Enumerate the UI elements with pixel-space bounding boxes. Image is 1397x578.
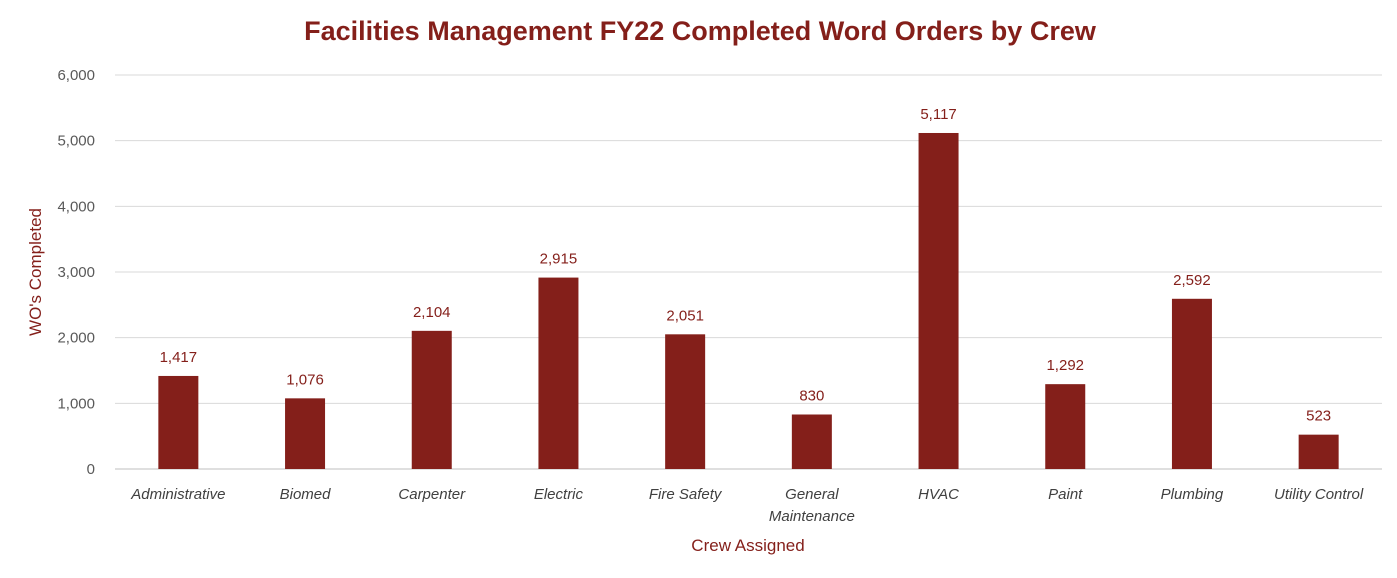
data-labels: 1,417 1,076 2,104 2,915 2,051 830 5,117 1,292 2,… [160,106,1332,425]
x-axis-ticks: Administrative Biomed Carpenter Electric Fir… [130,486,1364,525]
data-label: 5,117 [920,106,956,123]
bar [665,334,706,469]
y-tick-label: 4,000 [57,198,95,215]
y-tick-label: 6,000 [57,67,95,84]
x-tick-label: Carpenter [398,486,466,503]
data-label: 2,104 [413,304,451,321]
data-label: 2,051 [666,307,704,324]
data-label: 2,592 [1173,272,1211,289]
x-tick-label: Paint [1048,486,1083,503]
x-tick-label: HVAC [918,486,959,503]
x-tick-label: Electric [534,486,584,503]
x-tick-label: Plumbing [1161,486,1224,503]
bar [1171,298,1212,469]
bar [1045,384,1086,469]
data-label: 830 [799,387,824,404]
x-tick-label: Utility Control [1274,486,1364,503]
y-tick-label: 0 [87,461,95,478]
bar [158,375,199,469]
bars [158,132,1339,469]
bar [411,330,452,469]
data-label: 523 [1306,408,1331,425]
bar [1298,434,1339,469]
data-label: 1,417 [160,349,198,366]
y-tick-label: 1,000 [57,395,95,412]
y-tick-label: 2,000 [57,330,95,347]
bar [918,132,959,469]
chart-title: Facilities Management FY22 Completed Wor… [304,16,1097,46]
bar [791,414,832,469]
data-label: 1,292 [1046,357,1084,374]
x-tick-label: General Maintenance [769,486,855,525]
x-tick-label: Biomed [280,486,332,503]
y-axis-title: WO's Completed [26,208,45,336]
y-axis-ticks: 0 1,000 2,000 3,000 4,000 5,000 6,000 [57,67,95,478]
bar [538,277,579,469]
data-label: 1,076 [286,371,324,388]
x-tick-label: Administrative [130,486,225,503]
bar [285,398,326,469]
y-tick-label: 5,000 [57,133,95,150]
gridlines [115,74,1382,470]
data-label: 2,915 [540,251,578,268]
x-tick-label: Fire Safety [649,486,723,503]
y-tick-label: 3,000 [57,264,95,281]
x-axis-title: Crew Assigned [691,536,804,555]
